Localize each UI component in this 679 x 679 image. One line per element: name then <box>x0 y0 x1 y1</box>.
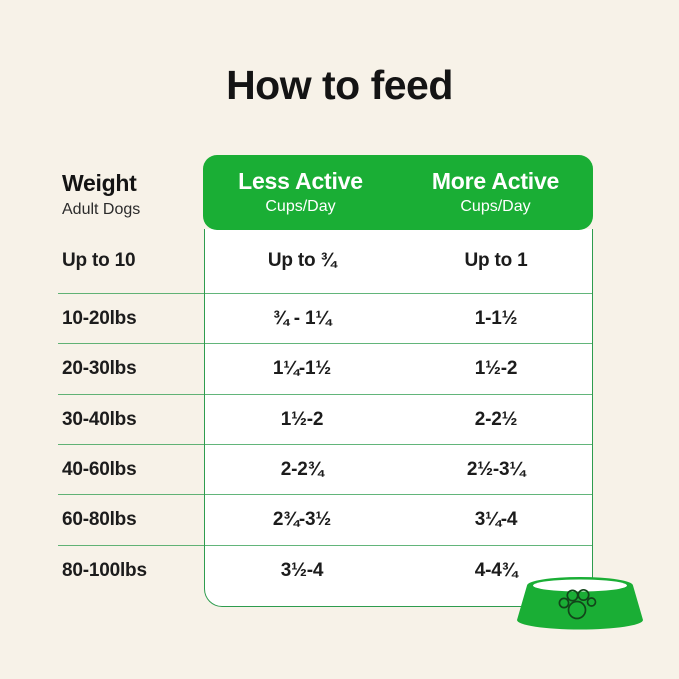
activity-columns-header: Less Active Cups/Day More Active Cups/Da… <box>203 155 593 230</box>
weight-header-label: Weight <box>62 170 137 196</box>
less-active-cell: Up to ¾ <box>205 229 399 294</box>
less-active-column-header: Less Active Cups/Day <box>203 169 398 215</box>
more-active-column-header: More Active Cups/Day <box>398 169 593 215</box>
feeding-table: Up to 10 Up to ¾ Up to 1 10-20lbs ¾ - 1¼… <box>58 229 593 595</box>
less-active-cell: 2-2¾ <box>205 445 399 495</box>
paw-print-icon <box>558 588 597 620</box>
more-active-cell: Up to 1 <box>399 229 593 294</box>
feeding-table-panel <box>204 229 593 607</box>
more-active-cell: 2-2½ <box>399 395 593 445</box>
less-active-sublabel: Cups/Day <box>265 197 336 215</box>
more-active-cell: 4-4¾ <box>474 559 518 581</box>
weight-cell: Up to 10 <box>58 229 205 294</box>
less-active-cell: 2¾-3½ <box>205 495 399 546</box>
weight-cell: 40-60lbs <box>58 445 205 495</box>
weight-column-header: Weight Adult Dogs <box>62 170 202 219</box>
less-active-cell: 3½-4 <box>280 559 324 581</box>
weight-cell: 30-40lbs <box>58 395 205 445</box>
more-active-label: More Active <box>431 168 560 195</box>
less-active-label: Less Active <box>238 168 363 195</box>
less-active-cell: ¾ - 1¼ <box>205 294 399 344</box>
weight-cell: 80-100lbs <box>62 559 147 581</box>
bowl-body <box>517 577 643 630</box>
weight-cell: 20-30lbs <box>58 344 205 395</box>
page-title: How to feed <box>226 62 453 108</box>
less-active-cell: 1¼-1½ <box>205 344 399 395</box>
more-active-cell: 1-1½ <box>399 294 593 344</box>
more-active-cell: 3¼-4 <box>399 495 593 546</box>
dog-bowl-icon <box>516 576 644 632</box>
more-active-sublabel: Cups/Day <box>460 197 531 215</box>
weight-cell: 60-80lbs <box>58 495 205 546</box>
less-active-cell: 1½-2 <box>205 395 399 445</box>
bowl-rim-inner <box>533 579 627 592</box>
weight-cell: 10-20lbs <box>58 294 205 344</box>
more-active-cell: 2½-3¼ <box>399 445 593 495</box>
weight-header-sublabel: Adult Dogs <box>62 201 141 218</box>
more-active-cell: 1½-2 <box>399 344 593 395</box>
